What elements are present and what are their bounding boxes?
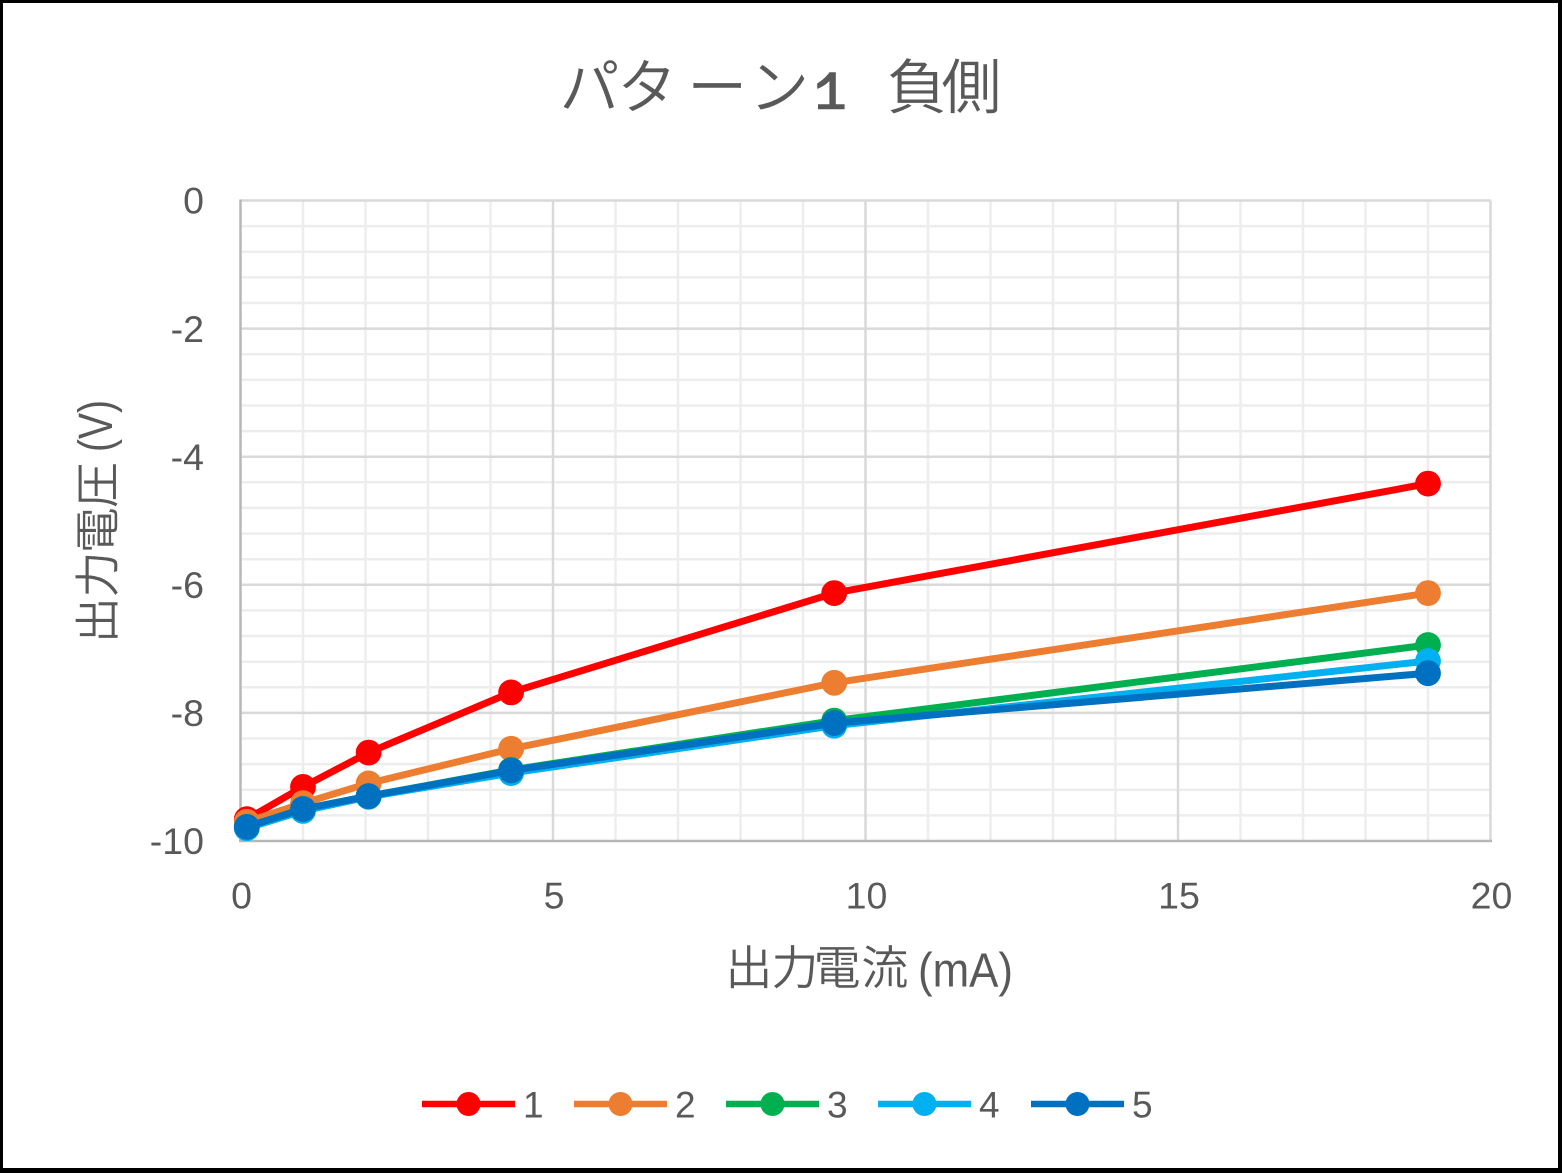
svg-text:-2: -2 (171, 308, 204, 350)
svg-text:15: 15 (1158, 875, 1200, 917)
svg-text:0: 0 (183, 180, 204, 222)
svg-text:5: 5 (544, 875, 565, 917)
svg-text:2: 2 (675, 1085, 696, 1126)
svg-text:3: 3 (827, 1085, 848, 1126)
svg-text:(V): (V) (70, 400, 123, 452)
svg-text:-4: -4 (171, 436, 204, 478)
svg-text:(mA): (mA) (918, 945, 1013, 998)
svg-text:4: 4 (979, 1085, 1000, 1126)
svg-text:10: 10 (846, 875, 888, 917)
svg-text:5: 5 (1132, 1085, 1153, 1126)
svg-text:1: 1 (523, 1085, 544, 1126)
svg-text:0: 0 (231, 875, 252, 917)
svg-text:-8: -8 (171, 692, 204, 734)
svg-text:-10: -10 (150, 820, 204, 862)
svg-text:-6: -6 (171, 564, 204, 606)
svg-text:20: 20 (1471, 875, 1513, 917)
